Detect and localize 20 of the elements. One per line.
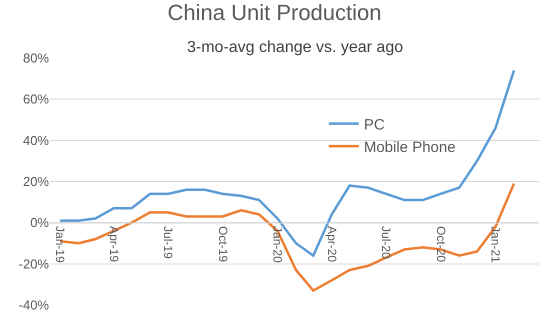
y-tick-label: 80% — [22, 50, 50, 66]
y-tick-label: 20% — [22, 174, 50, 190]
x-tick-label: Oct-20 — [434, 226, 448, 262]
y-tick-label: -40% — [18, 298, 50, 313]
x-tick-label: Apr-19 — [106, 226, 121, 262]
x-tick-label: Jul-19 — [161, 226, 176, 260]
legend-label: Mobile Phone — [364, 139, 456, 156]
chart-subtitle: 3-mo-avg change vs. year ago — [187, 39, 404, 56]
y-tick-label: 60% — [22, 92, 50, 107]
chart-title: China Unit Production — [167, 0, 382, 26]
x-tick-label: Oct-19 — [216, 226, 230, 262]
x-tick-label: Jul-20 — [379, 226, 394, 260]
x-tick-label: Jan-20 — [270, 226, 285, 264]
legend-label: PC — [364, 116, 385, 134]
x-tick-label: Jan-21 — [488, 226, 503, 264]
y-tick-label: 40% — [22, 132, 50, 148]
y-tick-label: 0% — [30, 215, 50, 230]
y-tick-label: -20% — [18, 256, 50, 272]
x-tick-label: Jan-19 — [53, 226, 68, 264]
x-tick-label: Apr-20 — [324, 226, 339, 262]
